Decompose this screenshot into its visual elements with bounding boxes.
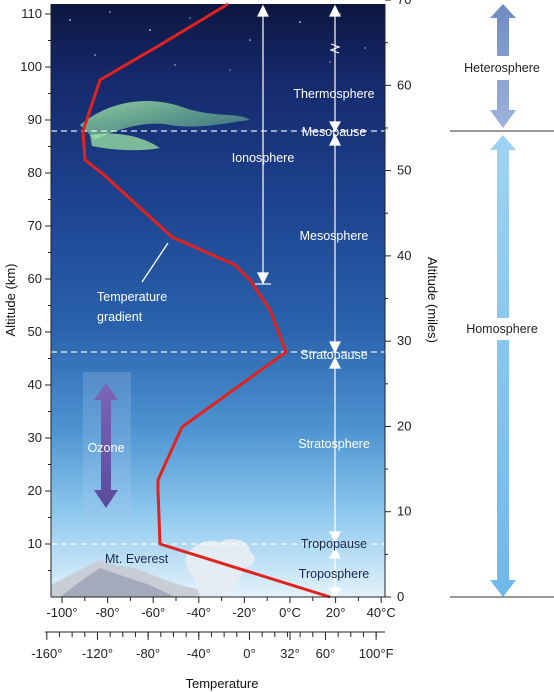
mile-tick-label: 50 bbox=[397, 163, 411, 178]
mile-tick-label: 30 bbox=[397, 333, 411, 348]
fahrenheit-tick-label: -120° bbox=[82, 646, 113, 661]
celsius-tick-label: 0°C bbox=[279, 605, 301, 620]
stars bbox=[69, 11, 366, 71]
right-axis-title: Altitude (miles) bbox=[425, 257, 440, 343]
celsius-tick-label: -100° bbox=[46, 605, 77, 620]
layer-arrows bbox=[328, 4, 342, 599]
label-temperature-gradient-1: Temperature bbox=[97, 290, 167, 304]
label-tropopause: Tropopause bbox=[301, 537, 367, 551]
km-tick-label: 70 bbox=[28, 218, 42, 233]
label-stratopause: Stratopause bbox=[300, 348, 367, 362]
axis-break-mark bbox=[329, 43, 341, 54]
mountains bbox=[51, 539, 255, 597]
ozone-arrow bbox=[83, 372, 131, 520]
label-mesopause: Mesopause bbox=[302, 125, 367, 139]
fahrenheit-tick-label: 60° bbox=[316, 646, 336, 661]
label-temperature-gradient-2: gradient bbox=[97, 310, 143, 324]
km-tick-label: 90 bbox=[28, 112, 42, 127]
mile-tick-label: 70 bbox=[397, 0, 411, 7]
km-tick-label: 10 bbox=[28, 536, 42, 551]
km-tick-label: 110 bbox=[21, 6, 42, 21]
mile-tick-label: 10 bbox=[397, 504, 411, 519]
homosphere-label-bg bbox=[452, 318, 552, 340]
left-axis-title: Altitude (km) bbox=[3, 264, 18, 337]
km-tick-label: 20 bbox=[28, 483, 42, 498]
fahrenheit-tick-label: -160° bbox=[31, 646, 62, 661]
mile-tick-label: 20 bbox=[397, 418, 411, 433]
fahrenheit-tick-label: 100°F bbox=[359, 646, 394, 661]
mile-ticks: 0 10 20 30 40 50 60 70 bbox=[385, 0, 411, 604]
km-tick-label: 40 bbox=[28, 377, 42, 392]
mile-tick-label: 0 bbox=[397, 589, 404, 604]
fahrenheit-tick-label: -40° bbox=[187, 646, 211, 661]
km-tick-label: 80 bbox=[28, 165, 42, 180]
label-heterosphere: Heterosphere bbox=[464, 61, 540, 75]
label-homosphere: Homosphere bbox=[466, 322, 538, 336]
aurora-shape bbox=[80, 101, 250, 151]
celsius-tick-label: -20° bbox=[232, 605, 256, 620]
fahrenheit-tick-label: -80° bbox=[136, 646, 160, 661]
fahrenheit-tick-label: 0° bbox=[243, 646, 255, 661]
celsius-ticks: -100° -80° -60° -40° -20° 0°C 20° 40°C bbox=[46, 597, 396, 620]
ionosphere-arrow bbox=[255, 4, 271, 285]
heterosphere-label-bg bbox=[452, 56, 552, 80]
celsius-tick-label: 20° bbox=[326, 605, 346, 620]
mile-tick-label: 60 bbox=[397, 77, 411, 92]
km-tick-label: 30 bbox=[28, 430, 42, 445]
gradient-pointer-line bbox=[141, 242, 169, 283]
label-thermosphere: Thermosphere bbox=[293, 87, 374, 101]
label-everest: Mt. Everest bbox=[105, 552, 169, 566]
label-troposphere: Troposphere bbox=[299, 567, 369, 581]
homosphere-arrow bbox=[490, 135, 516, 597]
mile-tick-label: 40 bbox=[397, 248, 411, 263]
celsius-tick-label: -60° bbox=[141, 605, 165, 620]
celsius-tick-label: 40°C bbox=[367, 605, 396, 620]
fahrenheit-tick-label: 32° bbox=[280, 646, 300, 661]
pause-lines bbox=[51, 130, 385, 545]
celsius-tick-label: -80° bbox=[96, 605, 120, 620]
label-stratosphere: Stratosphere bbox=[298, 437, 370, 451]
fahrenheit-ticks: -160° -120° -80° -40° 0° 32° 60° 100°F bbox=[31, 632, 394, 661]
temperature-curve bbox=[81, 2, 331, 599]
km-ticks: 10 20 30 40 50 60 70 80 90 100 110 bbox=[20, 6, 51, 571]
bottom-axis-title: Temperature bbox=[186, 676, 259, 691]
km-tick-label: 100 bbox=[20, 59, 42, 74]
km-tick-label: 60 bbox=[28, 271, 42, 286]
label-ionosphere: Ionosphere bbox=[232, 151, 295, 165]
label-ozone: Ozone bbox=[88, 441, 125, 455]
watermark: 知乎 @长胖的罗汉果 bbox=[418, 653, 548, 670]
km-tick-label: 50 bbox=[28, 324, 42, 339]
celsius-tick-label: -40° bbox=[187, 605, 211, 620]
label-mesosphere: Mesosphere bbox=[300, 229, 369, 243]
